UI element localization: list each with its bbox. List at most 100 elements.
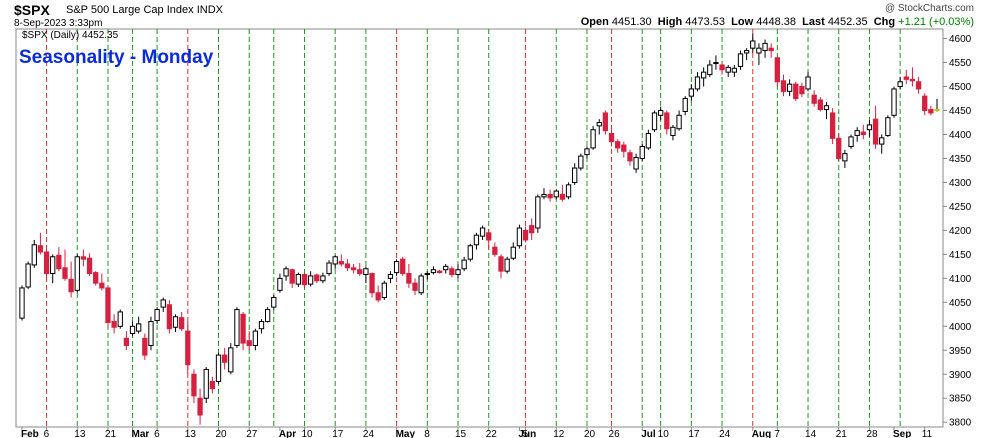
x-tick-label: 15 xyxy=(455,429,467,438)
candle-body xyxy=(369,273,375,294)
candle-body xyxy=(897,81,903,88)
candle-body xyxy=(209,380,216,390)
candle-body xyxy=(762,42,768,52)
y-tick-label: 4000 xyxy=(949,322,972,333)
candle-body xyxy=(31,244,37,266)
candle-body xyxy=(387,274,394,279)
high-label: High xyxy=(657,16,683,28)
x-tick-label: 14 xyxy=(805,429,817,438)
candle-body xyxy=(86,257,93,275)
candle-body xyxy=(154,309,160,322)
candle-body xyxy=(922,95,928,112)
candle-body xyxy=(37,245,44,253)
candle-body xyxy=(363,268,369,276)
candle-body xyxy=(578,155,584,169)
x-tick-label: 22 xyxy=(486,429,498,438)
low-value: 4448.38 xyxy=(756,16,796,28)
candle-body xyxy=(768,47,774,52)
candle-body xyxy=(129,325,136,334)
x-tick-label: May xyxy=(396,429,416,438)
y-tick-label: 4100 xyxy=(949,274,972,285)
x-tick-label: 6 xyxy=(154,429,160,438)
open-label: Open xyxy=(580,16,609,28)
candle-body xyxy=(105,287,111,323)
candle-body xyxy=(602,112,609,132)
y-tick-label: 4550 xyxy=(949,58,972,69)
exchange-label: INDX xyxy=(196,4,223,16)
candle-body xyxy=(651,112,658,131)
x-tick-label: 26 xyxy=(609,429,621,438)
candle-body xyxy=(664,112,670,130)
candles xyxy=(19,33,940,425)
candle-body xyxy=(19,287,25,319)
candle-body xyxy=(436,270,443,274)
x-tick-label: 13 xyxy=(74,429,86,438)
candle-body xyxy=(283,268,289,277)
candle-body xyxy=(670,126,676,136)
candle-body xyxy=(676,114,682,130)
x-tick-label: Sep xyxy=(893,429,911,438)
x-tick-label: 20 xyxy=(584,429,596,438)
y-tick-label: 4350 xyxy=(949,154,972,165)
candle-body xyxy=(700,71,707,79)
candle-body xyxy=(332,256,338,265)
candle-body xyxy=(885,117,891,136)
y-tick-label: 4250 xyxy=(949,202,972,213)
candle-body xyxy=(50,256,56,275)
candle-body xyxy=(658,110,664,116)
y-tick-label: 4200 xyxy=(949,226,972,237)
candle-body xyxy=(565,184,572,198)
candle-body xyxy=(498,256,504,272)
candle-body xyxy=(338,261,344,265)
candle-body xyxy=(866,124,873,131)
candle-body xyxy=(406,273,412,284)
candle-body xyxy=(535,196,541,229)
candle-body xyxy=(375,292,381,301)
candle-body xyxy=(504,258,510,272)
candle-body xyxy=(719,64,725,71)
candle-body xyxy=(774,57,780,83)
candle-body xyxy=(547,193,553,199)
x-tick-label: Apr xyxy=(279,429,296,438)
candle-body xyxy=(848,136,854,147)
candle-body xyxy=(228,347,234,373)
candle-body xyxy=(74,256,80,291)
candle-body xyxy=(627,152,633,162)
y-tick-label: 3800 xyxy=(949,418,972,429)
candle-body xyxy=(240,313,246,344)
high-value: 4473.53 xyxy=(685,16,726,28)
candle-body xyxy=(750,40,756,49)
y-tick-label: 4050 xyxy=(949,298,972,309)
symbol-name: S&P 500 Large Cap Index INDX xyxy=(66,4,223,16)
candle-body xyxy=(486,232,492,241)
candle-body xyxy=(688,88,695,97)
candle-body xyxy=(842,153,848,162)
x-tick-label: 6 xyxy=(44,429,50,438)
candle-body xyxy=(572,167,578,183)
candle-body xyxy=(479,227,486,237)
candle-body xyxy=(80,256,87,260)
x-tick-label: 10 xyxy=(301,429,313,438)
candle-body xyxy=(756,47,762,54)
candle-body xyxy=(743,50,750,54)
x-tick-label: Feb xyxy=(21,429,39,438)
candle-body xyxy=(99,282,105,289)
candle-body xyxy=(615,141,621,149)
last-label: Last xyxy=(802,16,825,28)
candle-body xyxy=(412,282,418,291)
candle-body xyxy=(811,94,817,104)
candle-body xyxy=(160,299,166,308)
x-tick-label: 17 xyxy=(688,429,700,438)
candle-body xyxy=(608,133,615,143)
index-name: S&P 500 Large Cap Index xyxy=(66,4,194,16)
candle-body xyxy=(707,64,713,76)
y-tick-label: 4500 xyxy=(949,82,972,93)
candle-body xyxy=(172,316,179,328)
candle-body xyxy=(123,337,130,346)
x-tick-label: 24 xyxy=(363,429,375,438)
candle-body xyxy=(879,137,885,145)
candle-body xyxy=(473,234,480,246)
candle-body xyxy=(166,304,173,330)
candle-body xyxy=(117,311,123,327)
candle-body xyxy=(891,88,897,116)
